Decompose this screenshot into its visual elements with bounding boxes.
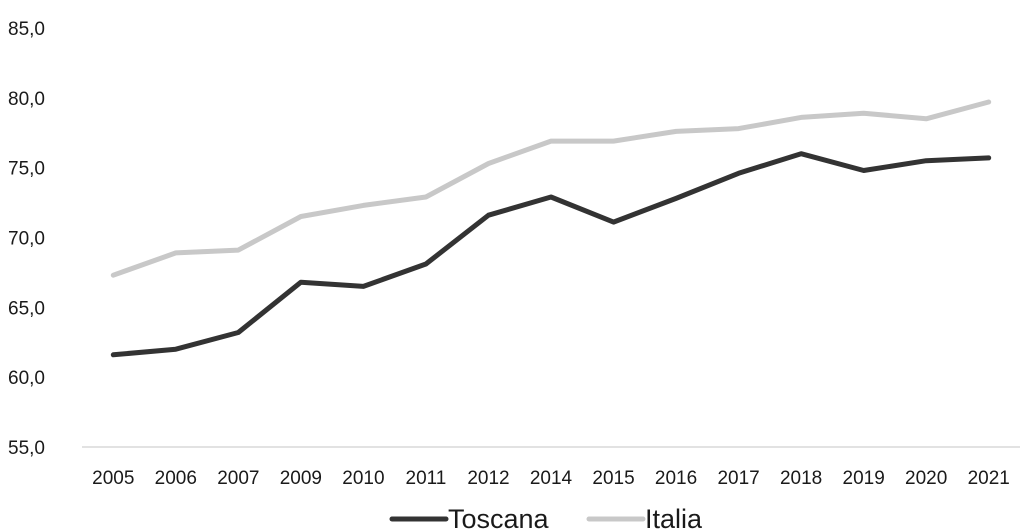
series-line-toscana [110,151,992,358]
y-tick-label: 55,0 [8,438,45,459]
x-tick-label: 2011 [406,468,447,489]
x-tick-label: 2019 [843,468,885,489]
x-tick-label: 2010 [342,468,384,489]
x-tick-label: 2020 [905,468,947,489]
y-tick-label: 70,0 [8,229,45,250]
y-tick-label: 75,0 [8,159,45,180]
y-axis-ticks: 55,0 60,0 65,0 70,0 75,0 80,0 85,0 [8,19,45,459]
series-line-italia [110,99,992,278]
legend-label-italia: Italia [645,504,703,529]
x-tick-label: 2007 [217,468,259,489]
x-tick-label: 2016 [655,468,697,489]
x-tick-label: 2005 [92,468,134,489]
x-tick-label: 2021 [968,468,1010,489]
x-tick-label: 2017 [717,468,759,489]
y-tick-label: 65,0 [8,298,45,319]
x-tick-label: 2009 [280,468,322,489]
legend-label-toscana: Toscana [448,504,550,529]
x-tick-label: 2014 [530,468,573,489]
series-lines [110,99,992,358]
x-tick-label: 2015 [592,468,634,489]
legend: Toscana Italia [389,504,703,529]
x-tick-label: 2018 [780,468,822,489]
x-tick-label: 2006 [155,468,197,489]
x-axis-ticks: 2005 2006 2007 2009 2010 2011 2012 2014 2015 2016… [92,468,1010,489]
x-tick-label: 2012 [467,468,509,489]
y-tick-label: 80,0 [8,89,45,110]
y-tick-label: 85,0 [8,19,45,40]
y-tick-label: 60,0 [8,368,45,389]
